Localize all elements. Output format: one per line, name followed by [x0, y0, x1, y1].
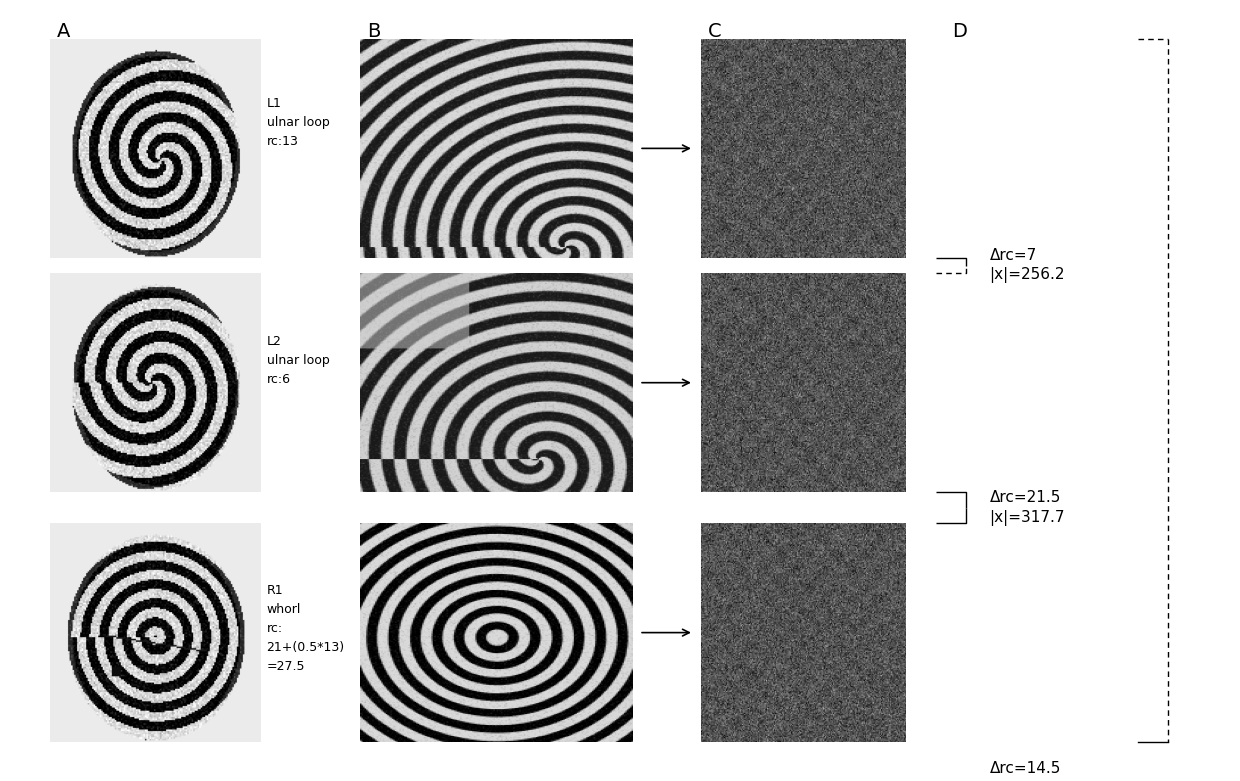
Text: L2
ulnar loop
rc:6: L2 ulnar loop rc:6	[267, 335, 330, 387]
Text: Δrc=14.5
|x|=343.7: Δrc=14.5 |x|=343.7	[990, 761, 1065, 781]
Text: A: A	[57, 22, 71, 41]
Text: C: C	[708, 22, 722, 41]
Text: B: B	[367, 22, 381, 41]
Text: R1
whorl
rc:
21+(0.5*13)
=27.5: R1 whorl rc: 21+(0.5*13) =27.5	[267, 583, 345, 672]
Text: Δrc=7
|x|=256.2: Δrc=7 |x|=256.2	[990, 248, 1065, 284]
Text: L1
ulnar loop
rc:13: L1 ulnar loop rc:13	[267, 97, 330, 148]
Text: D: D	[952, 22, 967, 41]
Text: Δrc=21.5
|x|=317.7: Δrc=21.5 |x|=317.7	[990, 490, 1065, 526]
